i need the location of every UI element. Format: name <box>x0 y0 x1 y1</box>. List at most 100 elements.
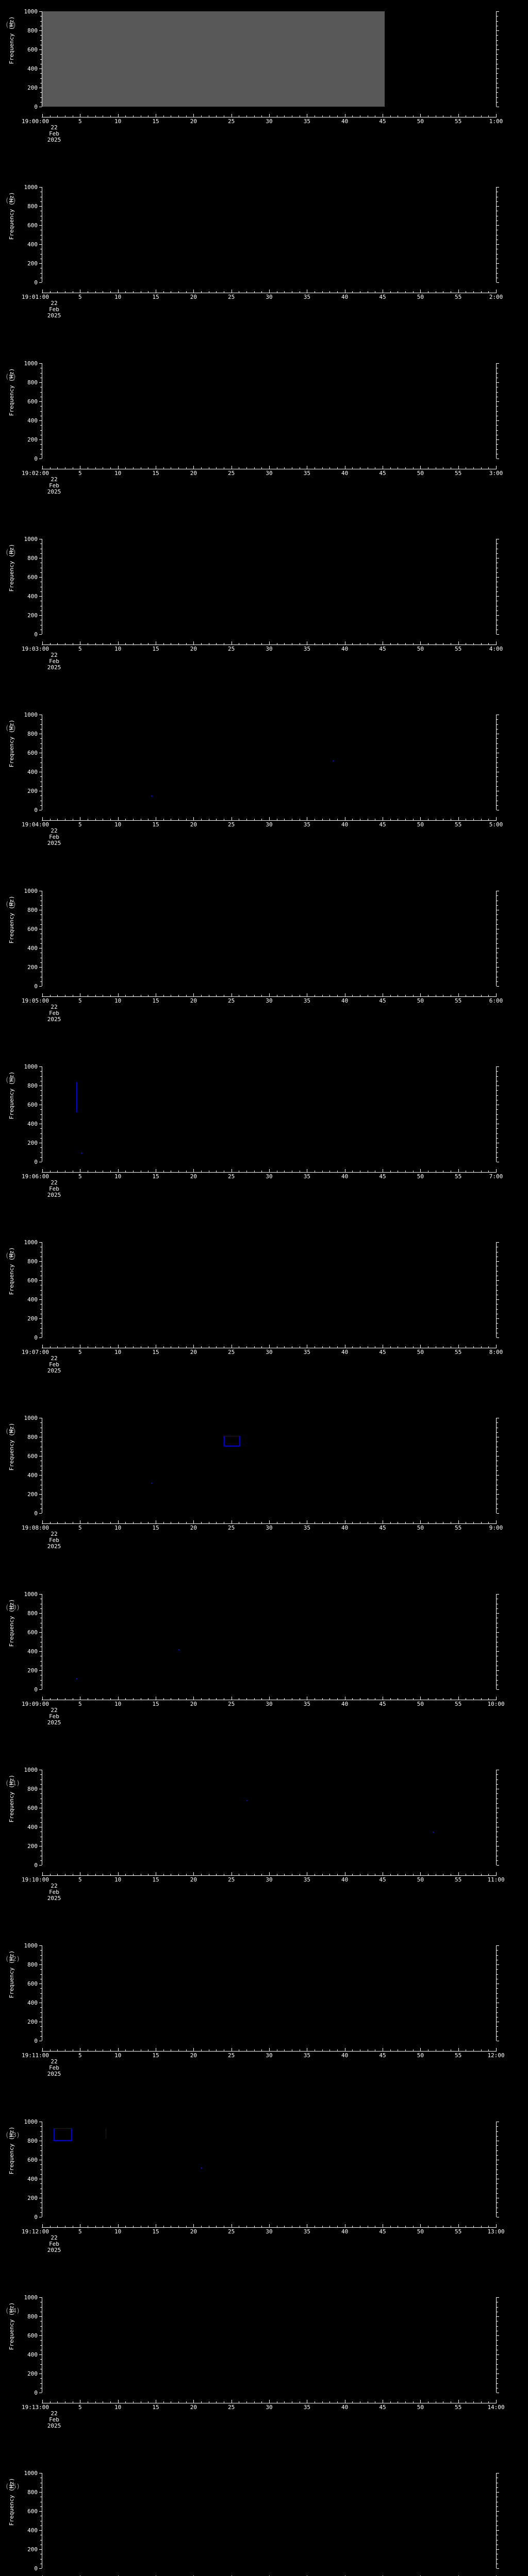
x-axis-tick <box>50 995 51 996</box>
x-axis-tick <box>352 2401 353 2403</box>
plot-area[interactable] <box>42 715 496 810</box>
x-axis-tick-label: 20 <box>190 470 197 477</box>
y-axis-tick <box>497 1964 499 1965</box>
x-axis-tick <box>57 2401 58 2403</box>
y-axis-tick-label: 1000 <box>24 1063 38 1070</box>
y-axis-tick <box>497 2340 498 2341</box>
x-axis-tick <box>337 115 338 117</box>
x-axis-tick <box>42 2224 43 2227</box>
y-axis-tick <box>497 2307 498 2308</box>
y-axis-tick <box>497 35 498 36</box>
y-axis-tick <box>497 2136 498 2137</box>
plot-area[interactable] <box>42 2297 496 2393</box>
y-axis-tick <box>497 2359 498 2360</box>
x-axis-tick <box>420 993 421 996</box>
x-axis-tick <box>254 115 255 117</box>
plot-area[interactable] <box>42 1770 496 1865</box>
y-axis-tick-label: 200 <box>27 612 38 619</box>
y-axis-tick <box>497 591 498 592</box>
x-axis-tick <box>118 466 119 469</box>
y-axis-tick <box>39 401 42 402</box>
y-axis-tick <box>497 1337 499 1338</box>
y-axis-tick <box>497 2558 498 2560</box>
x-axis-tick <box>458 114 459 117</box>
y-axis-tick <box>497 244 499 245</box>
y-axis-tick-label: 0 <box>34 1159 38 1165</box>
panel-number-label: (4) <box>5 549 16 556</box>
date-stamp-line: 22 <box>51 2234 58 2241</box>
plot-area[interactable] <box>42 2473 496 2568</box>
plot-area[interactable] <box>42 1242 496 1337</box>
x-axis-tick-label: 15 <box>152 646 159 652</box>
y-axis-tick <box>497 1290 498 1291</box>
x-axis-tick <box>50 643 51 645</box>
x-axis-tick-label: 45 <box>379 2404 386 2411</box>
x-axis-tick <box>481 1346 482 1348</box>
plot-area[interactable] <box>42 2122 496 2217</box>
x-axis-tick-label: 25 <box>228 1173 235 1180</box>
y-axis-right-spine <box>496 2297 497 2393</box>
x-axis-tick <box>405 643 406 645</box>
panel-number-label: (1) <box>5 21 16 28</box>
y-axis-tick <box>40 2307 42 2308</box>
y-axis-tick <box>40 786 42 787</box>
x-axis-tick-label: 30 <box>266 294 273 300</box>
x-axis-tick <box>50 2226 51 2227</box>
x-axis-tick <box>133 1346 134 1348</box>
y-axis-tick <box>40 1432 42 1433</box>
x-axis-tick <box>95 2049 96 2051</box>
y-axis-title: Frequency (Hz) <box>8 2478 15 2526</box>
x-axis-tick <box>322 1171 323 1172</box>
plot-area[interactable] <box>42 1945 496 2041</box>
y-axis-tick <box>497 2183 498 2184</box>
x-axis-tick <box>488 1346 489 1348</box>
plot-area[interactable] <box>42 1418 496 1513</box>
x-axis-tick <box>261 2226 262 2227</box>
x-axis-tick <box>110 2226 111 2227</box>
y-axis-tick <box>497 2316 499 2317</box>
y-axis-tick-label: 0 <box>34 631 38 638</box>
plot-area[interactable] <box>42 11 496 107</box>
x-axis-tick <box>269 2048 270 2051</box>
x-axis-spine <box>42 1172 497 1173</box>
x-axis-tick-label: 55 <box>455 997 462 1004</box>
x-axis-tick-label: 35 <box>303 294 310 300</box>
y-axis-tick-label: 1000 <box>24 888 38 894</box>
date-stamp: 22 Feb 2025 <box>31 1707 77 1726</box>
x-axis-tick-label: 25 <box>228 118 235 125</box>
plot-area[interactable] <box>42 1594 496 1689</box>
x-axis-tick <box>125 2226 126 2227</box>
x-axis-tick <box>125 1346 126 1348</box>
y-axis-tick-label: 400 <box>27 241 38 248</box>
y-axis-tick <box>497 1513 499 1514</box>
x-axis-tick <box>201 1171 202 1172</box>
y-axis-tick-label: 400 <box>27 593 38 600</box>
x-axis-tick <box>118 1169 119 1172</box>
x-axis-tick-label: 40 <box>341 1876 349 1883</box>
y-axis-tick <box>39 187 42 188</box>
x-axis-tick <box>201 291 202 293</box>
x-axis-tick <box>246 1522 247 1523</box>
x-axis-tick <box>133 1874 134 1875</box>
plot-area[interactable] <box>42 891 496 986</box>
x-axis-tick-label: 10 <box>114 1701 122 1707</box>
y-axis-tick-label: 1000 <box>24 1239 38 1246</box>
y-axis-tick <box>497 187 499 188</box>
plot-area[interactable] <box>42 187 496 282</box>
x-axis-tick <box>412 467 414 469</box>
panel-number-label: (5) <box>5 724 16 732</box>
x-axis-tick <box>352 115 353 117</box>
x-axis-end-time-label: 8:00 <box>489 1349 503 1355</box>
x-axis-tick <box>496 2400 497 2403</box>
y-axis-tick <box>40 962 42 963</box>
y-axis-tick <box>497 411 498 412</box>
plot-area[interactable] <box>42 363 496 459</box>
y-axis-tick <box>40 591 42 592</box>
x-axis-tick-label: 35 <box>303 2052 310 2059</box>
plot-area[interactable] <box>42 1066 496 1162</box>
x-axis-tick <box>42 1520 43 1523</box>
plot-area[interactable] <box>42 539 496 634</box>
x-axis-tick-label: 35 <box>303 2404 310 2411</box>
y-axis-tick <box>40 1988 42 1989</box>
y-axis-tick-label: 800 <box>27 731 38 737</box>
